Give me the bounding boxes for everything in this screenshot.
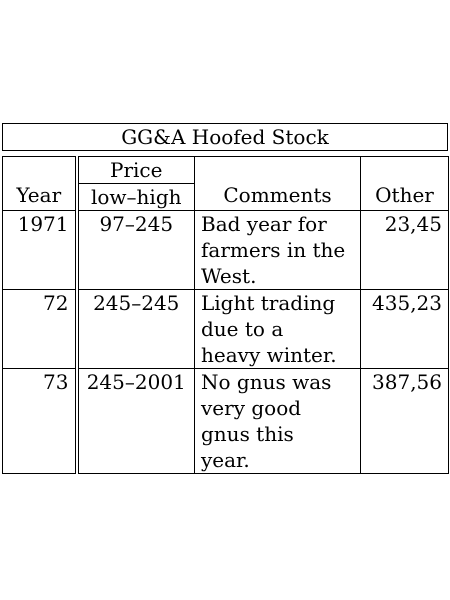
- comment-line: West.: [201, 264, 257, 288]
- comment-line: heavy winter.: [201, 343, 337, 367]
- header-other: Other: [360, 156, 449, 211]
- cell-price: 97–245: [76, 210, 195, 290]
- comment-line: very good: [201, 396, 302, 420]
- hoofed-stock-table: Year Price Comments Other low–high 1971 …: [2, 156, 449, 474]
- header-price-group-label: Price: [110, 158, 163, 182]
- table-title-text: GG&A Hoofed Stock: [121, 125, 329, 149]
- table-row: 1971 97–245 Bad year for farmers in the …: [2, 210, 449, 290]
- cell-year: 1971: [2, 210, 79, 290]
- cell-price: 245–245: [76, 289, 195, 369]
- cell-year: 72: [2, 289, 79, 369]
- header-row-sub: low–high: [3, 183, 449, 211]
- header-price-sub-label: low–high: [90, 185, 182, 209]
- header-price-sub: low–high: [76, 183, 195, 211]
- table-row: 73 245–2001 No gnus was very good gnus t…: [2, 368, 449, 474]
- cell-comments: Bad year for farmers in the West.: [194, 210, 361, 290]
- table-row: 72 245–245 Light trading due to a heavy …: [2, 289, 449, 369]
- comment-line: gnus this: [201, 422, 294, 446]
- comment-line: year.: [201, 448, 250, 472]
- header-year: Year: [2, 156, 79, 211]
- cell-other: 23,45: [360, 210, 449, 290]
- cell-year: 73: [2, 368, 79, 474]
- comment-line: Light trading: [201, 291, 336, 315]
- comment-line: Bad year for: [201, 212, 327, 236]
- header-row-top: Year Price Comments Other: [2, 156, 449, 211]
- comment-line: due to a: [201, 317, 284, 341]
- cell-comments: Light trading due to a heavy winter.: [194, 289, 361, 369]
- header-comments: Comments: [194, 156, 361, 211]
- cell-comments: No gnus was very good gnus this year.: [194, 368, 361, 474]
- header-comments-label: Comments: [223, 183, 332, 207]
- header-year-label: Year: [16, 183, 62, 207]
- header-price-group: Price: [76, 156, 195, 184]
- comment-line: No gnus was: [201, 370, 332, 394]
- table-title: GG&A Hoofed Stock: [2, 123, 448, 151]
- cell-price: 245–2001: [76, 368, 195, 474]
- comment-line: farmers in the: [201, 238, 346, 262]
- cell-other: 435,23: [360, 289, 449, 369]
- cell-other: 387,56: [360, 368, 449, 474]
- header-other-label: Other: [375, 183, 434, 207]
